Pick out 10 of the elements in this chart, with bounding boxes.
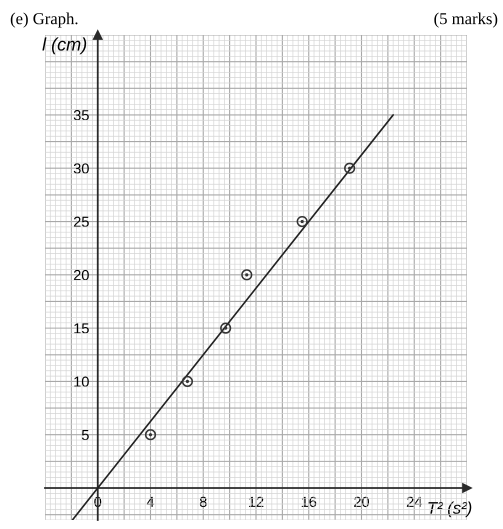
chart-title: (e) Graph. <box>10 12 78 28</box>
text: (5 marks) <box>434 12 498 28</box>
y-tick-label: 15 <box>74 323 89 334</box>
y-axis-title: l (cm) <box>42 37 86 54</box>
x-tick-label: 8 <box>200 496 207 508</box>
x-axis-title: T² (s²) <box>428 502 472 518</box>
y-tick-label: 5 <box>82 430 89 440</box>
y-tick-label: 35 <box>74 110 89 120</box>
y-tick-label: 20 <box>74 270 89 280</box>
y-tick-label: 30 <box>74 163 89 174</box>
